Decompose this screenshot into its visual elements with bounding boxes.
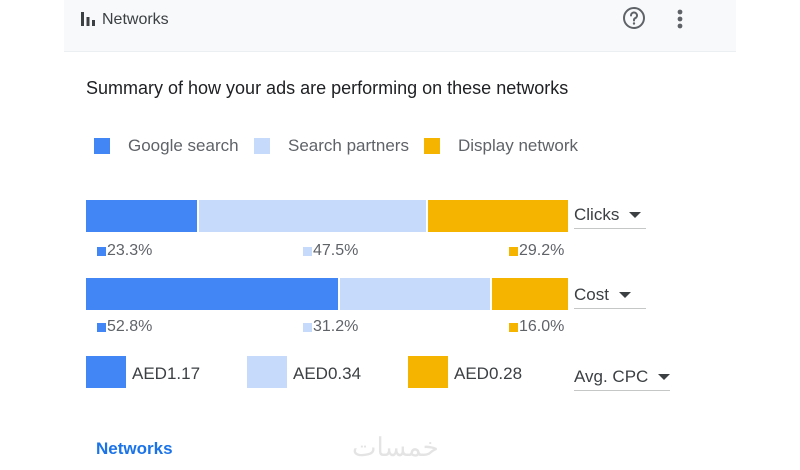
cpc-display-network-value: AED0.28 xyxy=(454,364,523,383)
watermark-logo: خمسات xyxy=(352,432,439,462)
clicks-search-partners-percent: 47.5% xyxy=(303,242,358,260)
cost-metric-dropdown[interactable]: Cost xyxy=(574,282,646,309)
cpc-display-network-swatch xyxy=(408,356,448,388)
clicks-metric-label: Clicks xyxy=(574,205,620,224)
clicks-google-search-percent: 23.3% xyxy=(97,242,152,260)
clicks-search-partners-segment xyxy=(199,200,427,232)
avg-cpc-metric-label: Avg. CPC xyxy=(574,367,649,386)
card-title: Networks xyxy=(102,11,169,28)
legend-label: Display network xyxy=(458,136,578,155)
legend-swatch xyxy=(94,138,110,154)
legend-square xyxy=(303,246,312,256)
legend-display-network: Display network xyxy=(424,136,578,156)
percent-value: 31.2% xyxy=(313,318,359,335)
chevron-down-icon xyxy=(618,292,631,298)
percent-value: 29.2% xyxy=(519,242,565,259)
legend-square xyxy=(303,322,312,332)
cost-search-partners-percent: 31.2% xyxy=(303,318,358,336)
clicks-display-network-percent: 29.2% xyxy=(509,242,564,260)
help-icon[interactable] xyxy=(622,6,646,30)
legend-search-partners: Search partners xyxy=(254,136,409,156)
legend-swatch xyxy=(254,138,270,154)
legend-square xyxy=(97,246,106,256)
percent-value: 16.0% xyxy=(519,318,565,335)
legend-square xyxy=(509,246,518,256)
legend-square xyxy=(509,322,518,332)
legend-swatch xyxy=(424,138,440,154)
clicks-display-network-segment xyxy=(428,200,568,232)
clicks-google-search-segment xyxy=(86,200,198,232)
legend-square xyxy=(97,322,106,332)
legend-label: Google search xyxy=(128,136,239,155)
cpc-google-search-swatch xyxy=(86,356,126,388)
chevron-down-icon xyxy=(629,212,642,218)
cost-search-partners-segment xyxy=(340,278,490,310)
percent-value: 52.8% xyxy=(107,318,153,335)
cost-google-search-percent: 52.8% xyxy=(97,318,152,336)
cost-display-network-percent: 16.0% xyxy=(509,318,564,336)
more-vert-icon[interactable] xyxy=(670,6,690,32)
legend-label: Search partners xyxy=(288,136,409,155)
bar-chart-icon xyxy=(81,12,95,26)
cost-stacked-bar xyxy=(86,278,568,310)
avg-cpc-metric-dropdown[interactable]: Avg. CPC xyxy=(574,364,671,391)
percent-value: 23.3% xyxy=(107,242,153,259)
clicks-metric-dropdown[interactable]: Clicks xyxy=(574,202,646,229)
summary-text: Summary of how your ads are performing o… xyxy=(86,78,569,98)
cost-metric-label: Cost xyxy=(574,285,609,304)
legend-google-search: Google search xyxy=(94,136,239,156)
cost-display-network-segment xyxy=(491,278,568,310)
networks-card: Networks Summary of how your ads are per… xyxy=(64,0,736,470)
card-header: Networks xyxy=(64,0,736,52)
cpc-search-partners-swatch xyxy=(247,356,287,388)
clicks-stacked-bar xyxy=(86,200,568,232)
chevron-down-icon xyxy=(658,374,671,380)
cpc-search-partners-value: AED0.34 xyxy=(293,364,362,383)
networks-link[interactable]: Networks xyxy=(96,439,173,458)
cost-google-search-segment xyxy=(86,278,339,310)
cpc-google-search-value: AED1.17 xyxy=(132,364,201,383)
percent-value: 47.5% xyxy=(313,242,359,259)
